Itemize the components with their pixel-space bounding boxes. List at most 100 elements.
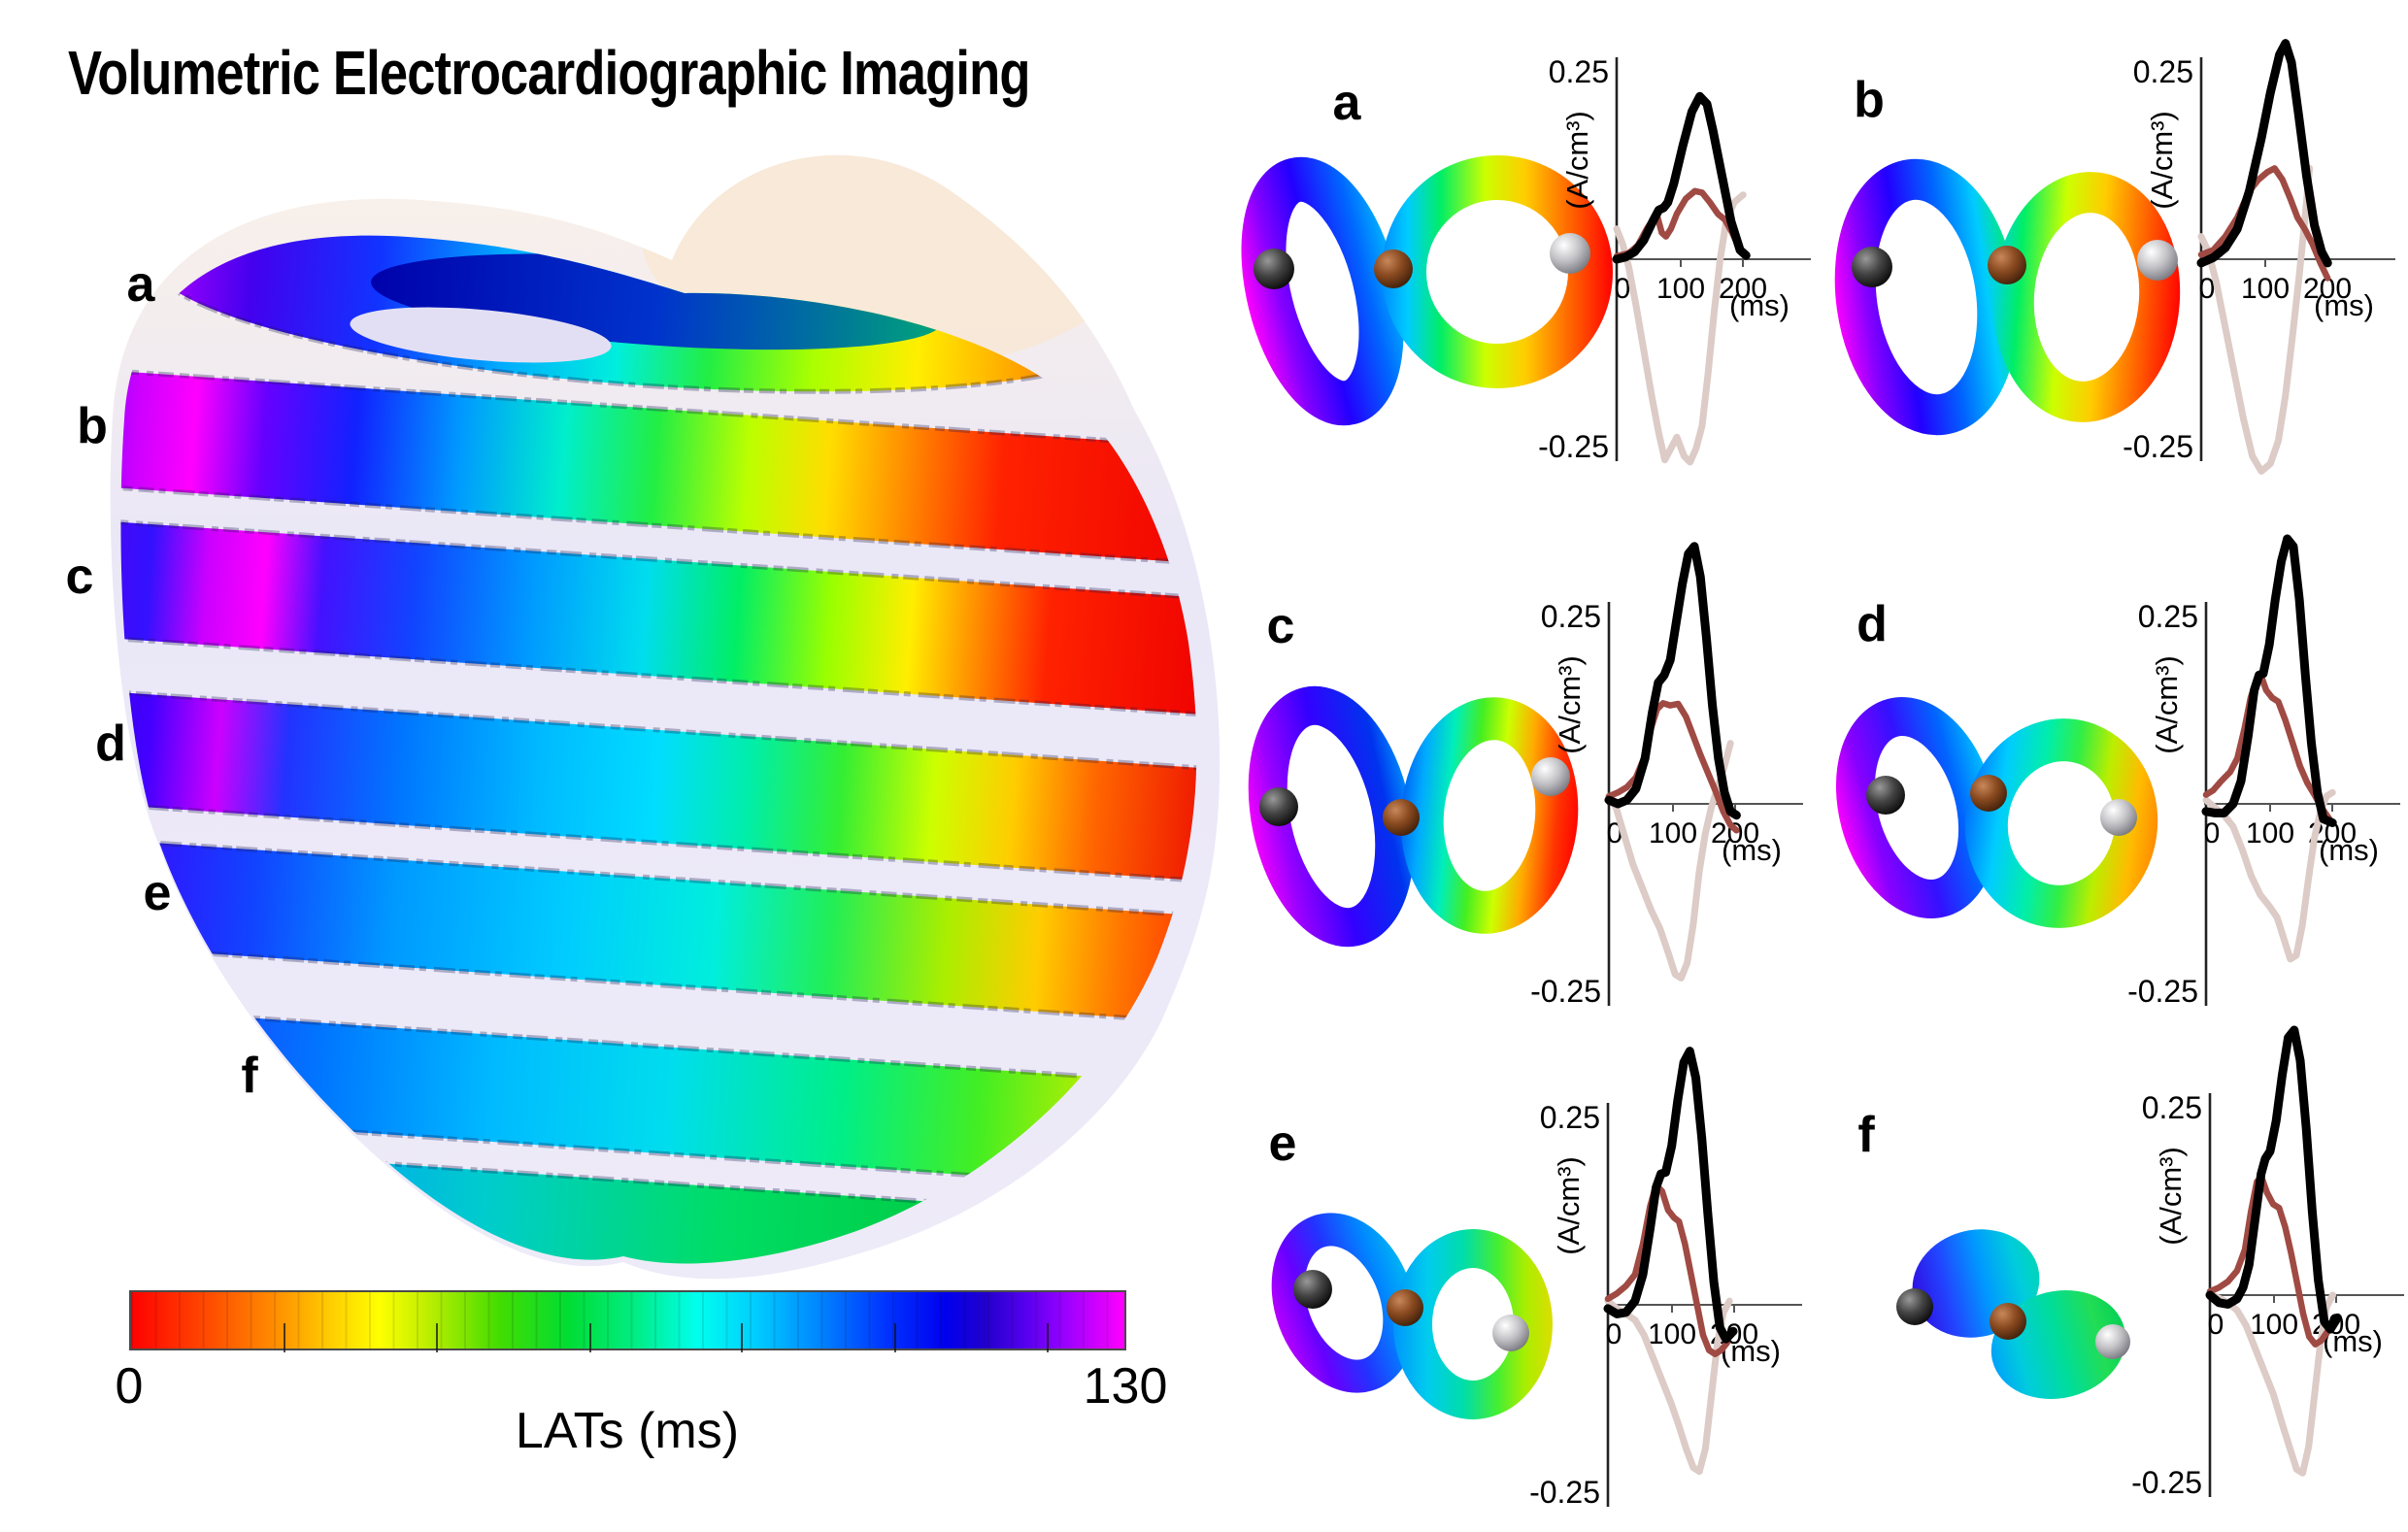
x-tick-label-0: 0 xyxy=(1615,273,1631,305)
black-marker-sphere xyxy=(1866,776,1905,815)
slice-ring xyxy=(1400,697,1579,934)
curve-light_pink xyxy=(2197,164,2314,475)
silver-marker-sphere xyxy=(1550,233,1590,274)
slice-image-e xyxy=(1271,1213,1553,1419)
y-min-label: -0.25 xyxy=(2123,429,2193,464)
black-marker-sphere xyxy=(1896,1288,1933,1325)
x-tick-label-0: 0 xyxy=(1606,1318,1622,1350)
x-tick-label-0: 0 xyxy=(2199,273,2216,305)
slice-image-c xyxy=(1248,685,1579,948)
heart-slice-labels: a b c d e f xyxy=(66,256,259,1104)
curve-black xyxy=(1603,1047,1738,1344)
heart-slice-label-d: d xyxy=(95,716,126,772)
x-tick-label-100: 100 xyxy=(1656,273,1705,305)
slice-ring xyxy=(1834,158,2019,436)
y-axis-unit: (A/cm³) xyxy=(2145,111,2179,210)
curve-black xyxy=(1612,91,1751,264)
slice-ring xyxy=(1992,172,2181,422)
plot-f: 0.25-0.25(A/cm³)0 100 200(ms) xyxy=(2131,1025,2404,1500)
black-marker-sphere xyxy=(1852,247,1892,287)
x-tick-label-100: 100 xyxy=(1648,1318,1696,1350)
y-max-label: 0.25 xyxy=(1541,599,1601,634)
x-tick-label-100: 100 xyxy=(2250,1309,2298,1341)
y-min-label: -0.25 xyxy=(2127,974,2198,1009)
silver-marker-sphere xyxy=(2100,799,2137,836)
plot-d: 0.25-0.25(A/cm³)0 100 200(ms) xyxy=(2127,534,2400,1009)
panel-e: e 0.25-0.25(A/cm³)0 100 200(ms) xyxy=(1269,1047,1802,1510)
silver-marker-sphere xyxy=(2095,1324,2130,1359)
colorbar-gradient xyxy=(131,1292,1124,1349)
curve-light_pink xyxy=(1604,1297,1733,1476)
panel-a: a 0.25 -0.25 (A/cm³) 0 100 200(ms) xyxy=(1241,54,1811,466)
curve-dark_red xyxy=(2206,1174,2333,1348)
y-axis-unit: (A/cm³) xyxy=(1552,1156,1586,1255)
panel-label-e: e xyxy=(1269,1116,1297,1172)
colorbar-min-label: 0 xyxy=(115,1358,144,1415)
y-min-label: -0.25 xyxy=(2131,1465,2202,1500)
panel-f: f 0.25-0.25(A/cm³)0 100 200(ms) xyxy=(1857,1025,2404,1500)
curve-light_pink xyxy=(2202,788,2336,963)
colorbar-tick xyxy=(588,1323,591,1352)
heart-3d-lat-map xyxy=(110,154,1221,1280)
y-axis-unit: (A/cm³) xyxy=(2154,1147,2188,1246)
colorbar-tick xyxy=(283,1323,285,1352)
brown-marker-sphere xyxy=(1990,1303,2026,1340)
heart-slab-a-cavity xyxy=(350,307,612,363)
x-axis-unit: (ms) xyxy=(2319,833,2379,867)
slice-image-a xyxy=(1241,155,1613,426)
curve-dark_red xyxy=(1604,1182,1731,1357)
x-axis-unit: (ms) xyxy=(1729,288,1789,322)
colorbar-tick xyxy=(1047,1323,1050,1352)
slice-ring xyxy=(1271,1213,1417,1393)
plot-e: 0.25-0.25(A/cm³)0 100 200(ms) xyxy=(1529,1047,1802,1510)
curve-dark_red xyxy=(2202,673,2333,822)
colorbar-max-label: 130 xyxy=(1083,1358,1168,1415)
slice-image-d xyxy=(1835,696,2158,928)
panel-label-c: c xyxy=(1267,598,1295,654)
brown-marker-sphere xyxy=(1988,246,2026,284)
x-axis-unit: (ms) xyxy=(1722,833,1782,867)
brown-marker-sphere xyxy=(1383,799,1420,836)
figure-title: Volumetric Electrocardiographic Imaging xyxy=(68,38,1030,108)
x-tick-label-0: 0 xyxy=(2208,1309,2224,1341)
panel-label-a: a xyxy=(1333,75,1362,131)
y-axis-unit: (A/cm³) xyxy=(1553,655,1587,754)
y-max-label: 0.25 xyxy=(2142,1090,2202,1125)
curve-dark_red xyxy=(2197,165,2331,282)
curve-black xyxy=(1604,542,1741,820)
y-min-label: -0.25 xyxy=(1538,429,1609,464)
panel-c: c 0.25-0.25(A/cm³)0 100 200(ms) xyxy=(1248,542,1803,1009)
y-max-label: 0.25 xyxy=(2133,54,2193,89)
y-max-label: 0.25 xyxy=(1540,1100,1600,1135)
black-marker-sphere xyxy=(1259,787,1298,826)
silver-marker-sphere xyxy=(1492,1315,1529,1351)
colorbar-title: LATs (ms) xyxy=(515,1403,740,1459)
heart-slice-label-a: a xyxy=(127,256,156,313)
y-min-label: -0.25 xyxy=(1530,974,1601,1009)
curve-light_pink xyxy=(2206,1289,2336,1477)
x-tick-label-200: 200 xyxy=(1719,273,1767,305)
heart-slab xyxy=(120,832,1197,1025)
y-max-label: 0.25 xyxy=(1549,54,1609,89)
brown-marker-sphere xyxy=(1970,775,2007,812)
curve-black xyxy=(2205,1025,2342,1334)
plot-c: 0.25-0.25(A/cm³)0 100 200(ms) xyxy=(1530,542,1803,1009)
x-tick-label-200: 200 xyxy=(1711,817,1759,849)
colorbar-tick xyxy=(741,1323,744,1352)
heart-slice-label-c: c xyxy=(66,549,94,605)
curve-light_pink xyxy=(1605,740,1734,982)
x-tick-label-0: 0 xyxy=(2204,817,2221,849)
silver-marker-sphere xyxy=(1531,757,1570,796)
curve-black xyxy=(2201,534,2337,827)
heart-slab xyxy=(120,1000,1194,1193)
heart-slice-label-f: f xyxy=(241,1048,258,1104)
slice-image-b xyxy=(1834,158,2181,436)
panel-label-d: d xyxy=(1856,596,1888,652)
plot-b: 0.25-0.25(A/cm³)0 100 200(ms) xyxy=(2123,39,2395,475)
y-axis-unit: (A/cm³) xyxy=(2150,655,2184,754)
colorbar xyxy=(129,1290,1126,1352)
x-tick-label-100: 100 xyxy=(2241,273,2290,305)
brown-marker-sphere xyxy=(1374,250,1413,288)
